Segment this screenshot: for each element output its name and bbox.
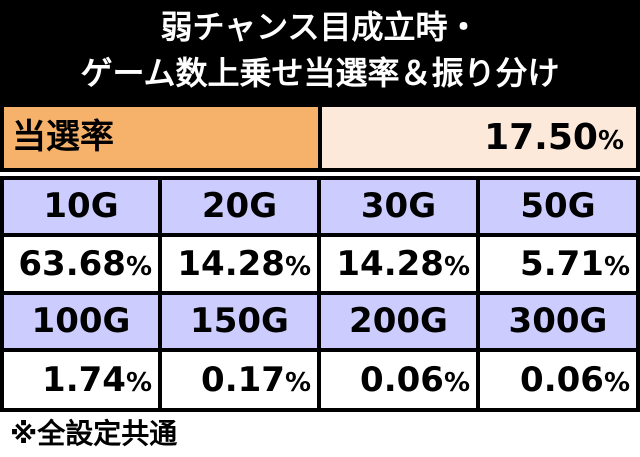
distribution-table: 10G 20G 30G 50G 63.68% 14.28% 14.28% 5.7… [0,176,640,412]
value-unit: % [125,252,152,282]
value-number: 1.74 [42,360,126,400]
table-value-cell: 14.28% [321,237,476,291]
value-unit: % [603,368,630,398]
table-header-cell: 300G [480,295,636,348]
value-unit: % [443,368,470,398]
table-header-cell: 30G [321,180,476,233]
title-line-1: 弱チャンス目成立時・ [160,8,480,46]
value-number: 14.28 [177,244,285,284]
value-unit: % [284,252,311,282]
table-value-cell: 14.28% [162,237,317,291]
table-value-cell: 63.68% [4,237,158,291]
value-number: 0.06 [360,360,444,400]
table-header-cell: 200G [321,295,476,348]
footnote: ※全設定共通 [10,417,178,450]
table-value-cell: 0.17% [162,352,317,408]
table-header-cell: 150G [162,295,317,348]
value-number: 5.71 [520,244,604,284]
value-number: 0.06 [520,360,604,400]
table-value-cell: 5.71% [480,237,636,291]
table-header-cell: 20G [162,180,317,233]
table-value-cell: 1.74% [4,352,158,408]
win-rate-value: 17.50% [322,107,636,168]
table-value-cell: 0.06% [321,352,476,408]
table-value-cell: 0.06% [480,352,636,408]
win-rate-label: 当選率 [4,107,318,168]
table-header-cell: 10G [4,180,158,233]
value-number: 14.28 [336,244,444,284]
value-number: 0.17 [201,360,285,400]
value-unit: % [125,368,152,398]
win-rate-number: 17.50 [484,117,598,158]
value-unit: % [443,252,470,282]
win-rate-unit: % [597,126,624,156]
table-header-cell: 50G [480,180,636,233]
value-unit: % [603,252,630,282]
win-rate-row: 当選率 17.50% [0,103,640,172]
value-unit: % [284,368,311,398]
title-banner: 弱チャンス目成立時・ ゲーム数上乗せ当選率＆振り分け [0,0,640,103]
title-line-2: ゲーム数上乗せ当選率＆振り分け [80,54,560,92]
value-number: 63.68 [18,244,126,284]
table-header-cell: 100G [4,295,158,348]
